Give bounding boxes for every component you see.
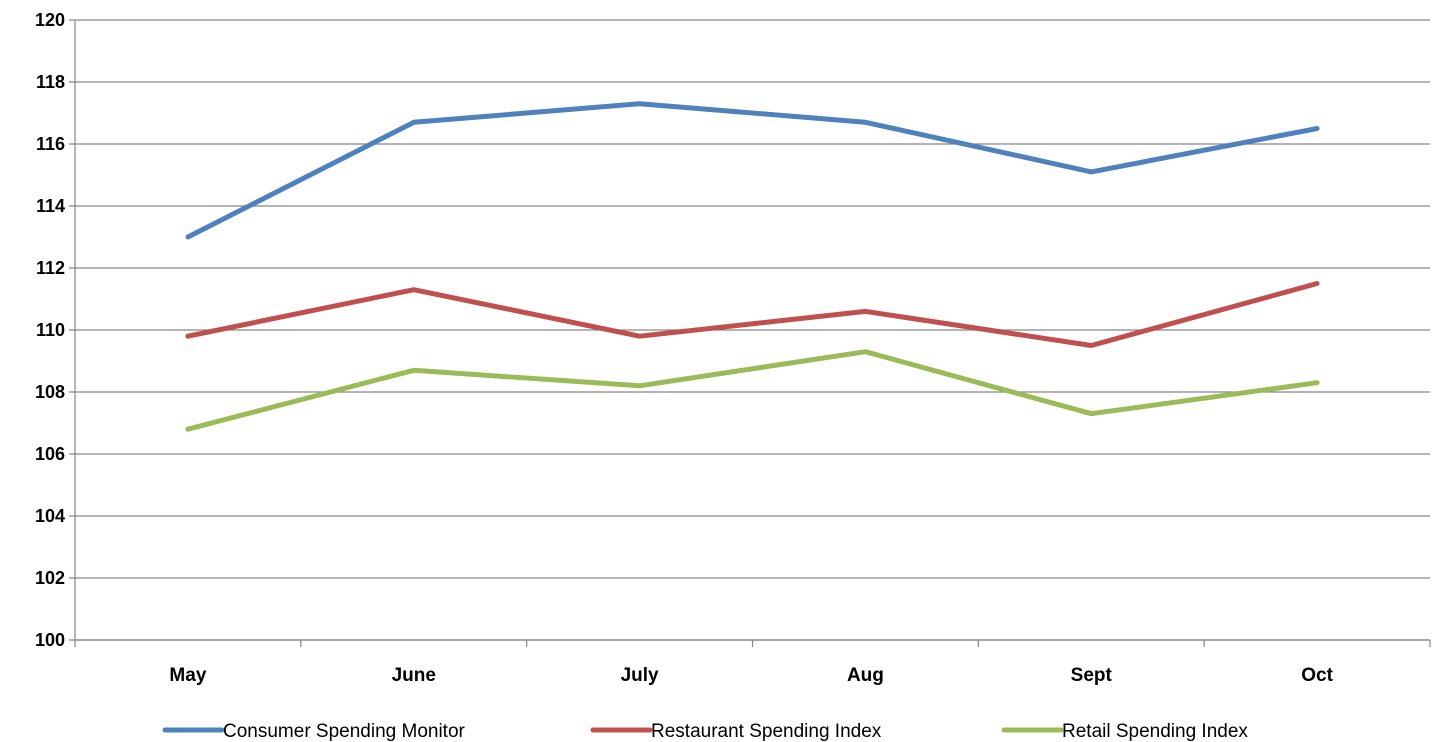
y-tick-label: 118 (36, 72, 65, 92)
y-tick-label: 116 (36, 134, 65, 154)
series-lines (185, 101, 1320, 432)
x-tick-label: July (621, 665, 659, 686)
x-axis-ticks: May June July Aug Sept Oct (169, 665, 1333, 686)
x-tick-label: Aug (847, 665, 884, 686)
x-tick-label: Oct (1301, 665, 1333, 686)
legend-label: Restaurant Spending Index (651, 721, 882, 742)
y-axis-ticks: 100 102 104 106 108 110 112 114 116 118 120 (35, 10, 65, 650)
series-line-2 (185, 281, 1320, 348)
gridlines (69, 19, 1430, 641)
y-tick-label: 120 (35, 10, 65, 30)
series-line-3 (185, 349, 1320, 432)
x-tick-label: Sept (1071, 665, 1113, 686)
legend-label: Consumer Spending Monitor (223, 721, 466, 742)
y-tick-label: 110 (36, 320, 65, 340)
y-tick-label: 100 (35, 630, 65, 650)
y-tick-label: 102 (35, 568, 65, 588)
axes (74, 20, 1431, 647)
legend-label: Retail Spending Index (1062, 721, 1248, 742)
y-tick-label: 114 (36, 196, 65, 216)
series-line-1 (185, 101, 1320, 240)
legend: Consumer Spending Monitor Restaurant Spen… (162, 721, 1248, 742)
x-tick-label: June (392, 665, 436, 686)
y-tick-label: 106 (35, 444, 65, 464)
y-tick-label: 108 (35, 382, 65, 402)
y-tick-label: 104 (35, 506, 65, 526)
x-tick-label: May (169, 665, 206, 686)
y-tick-label: 112 (36, 258, 65, 278)
